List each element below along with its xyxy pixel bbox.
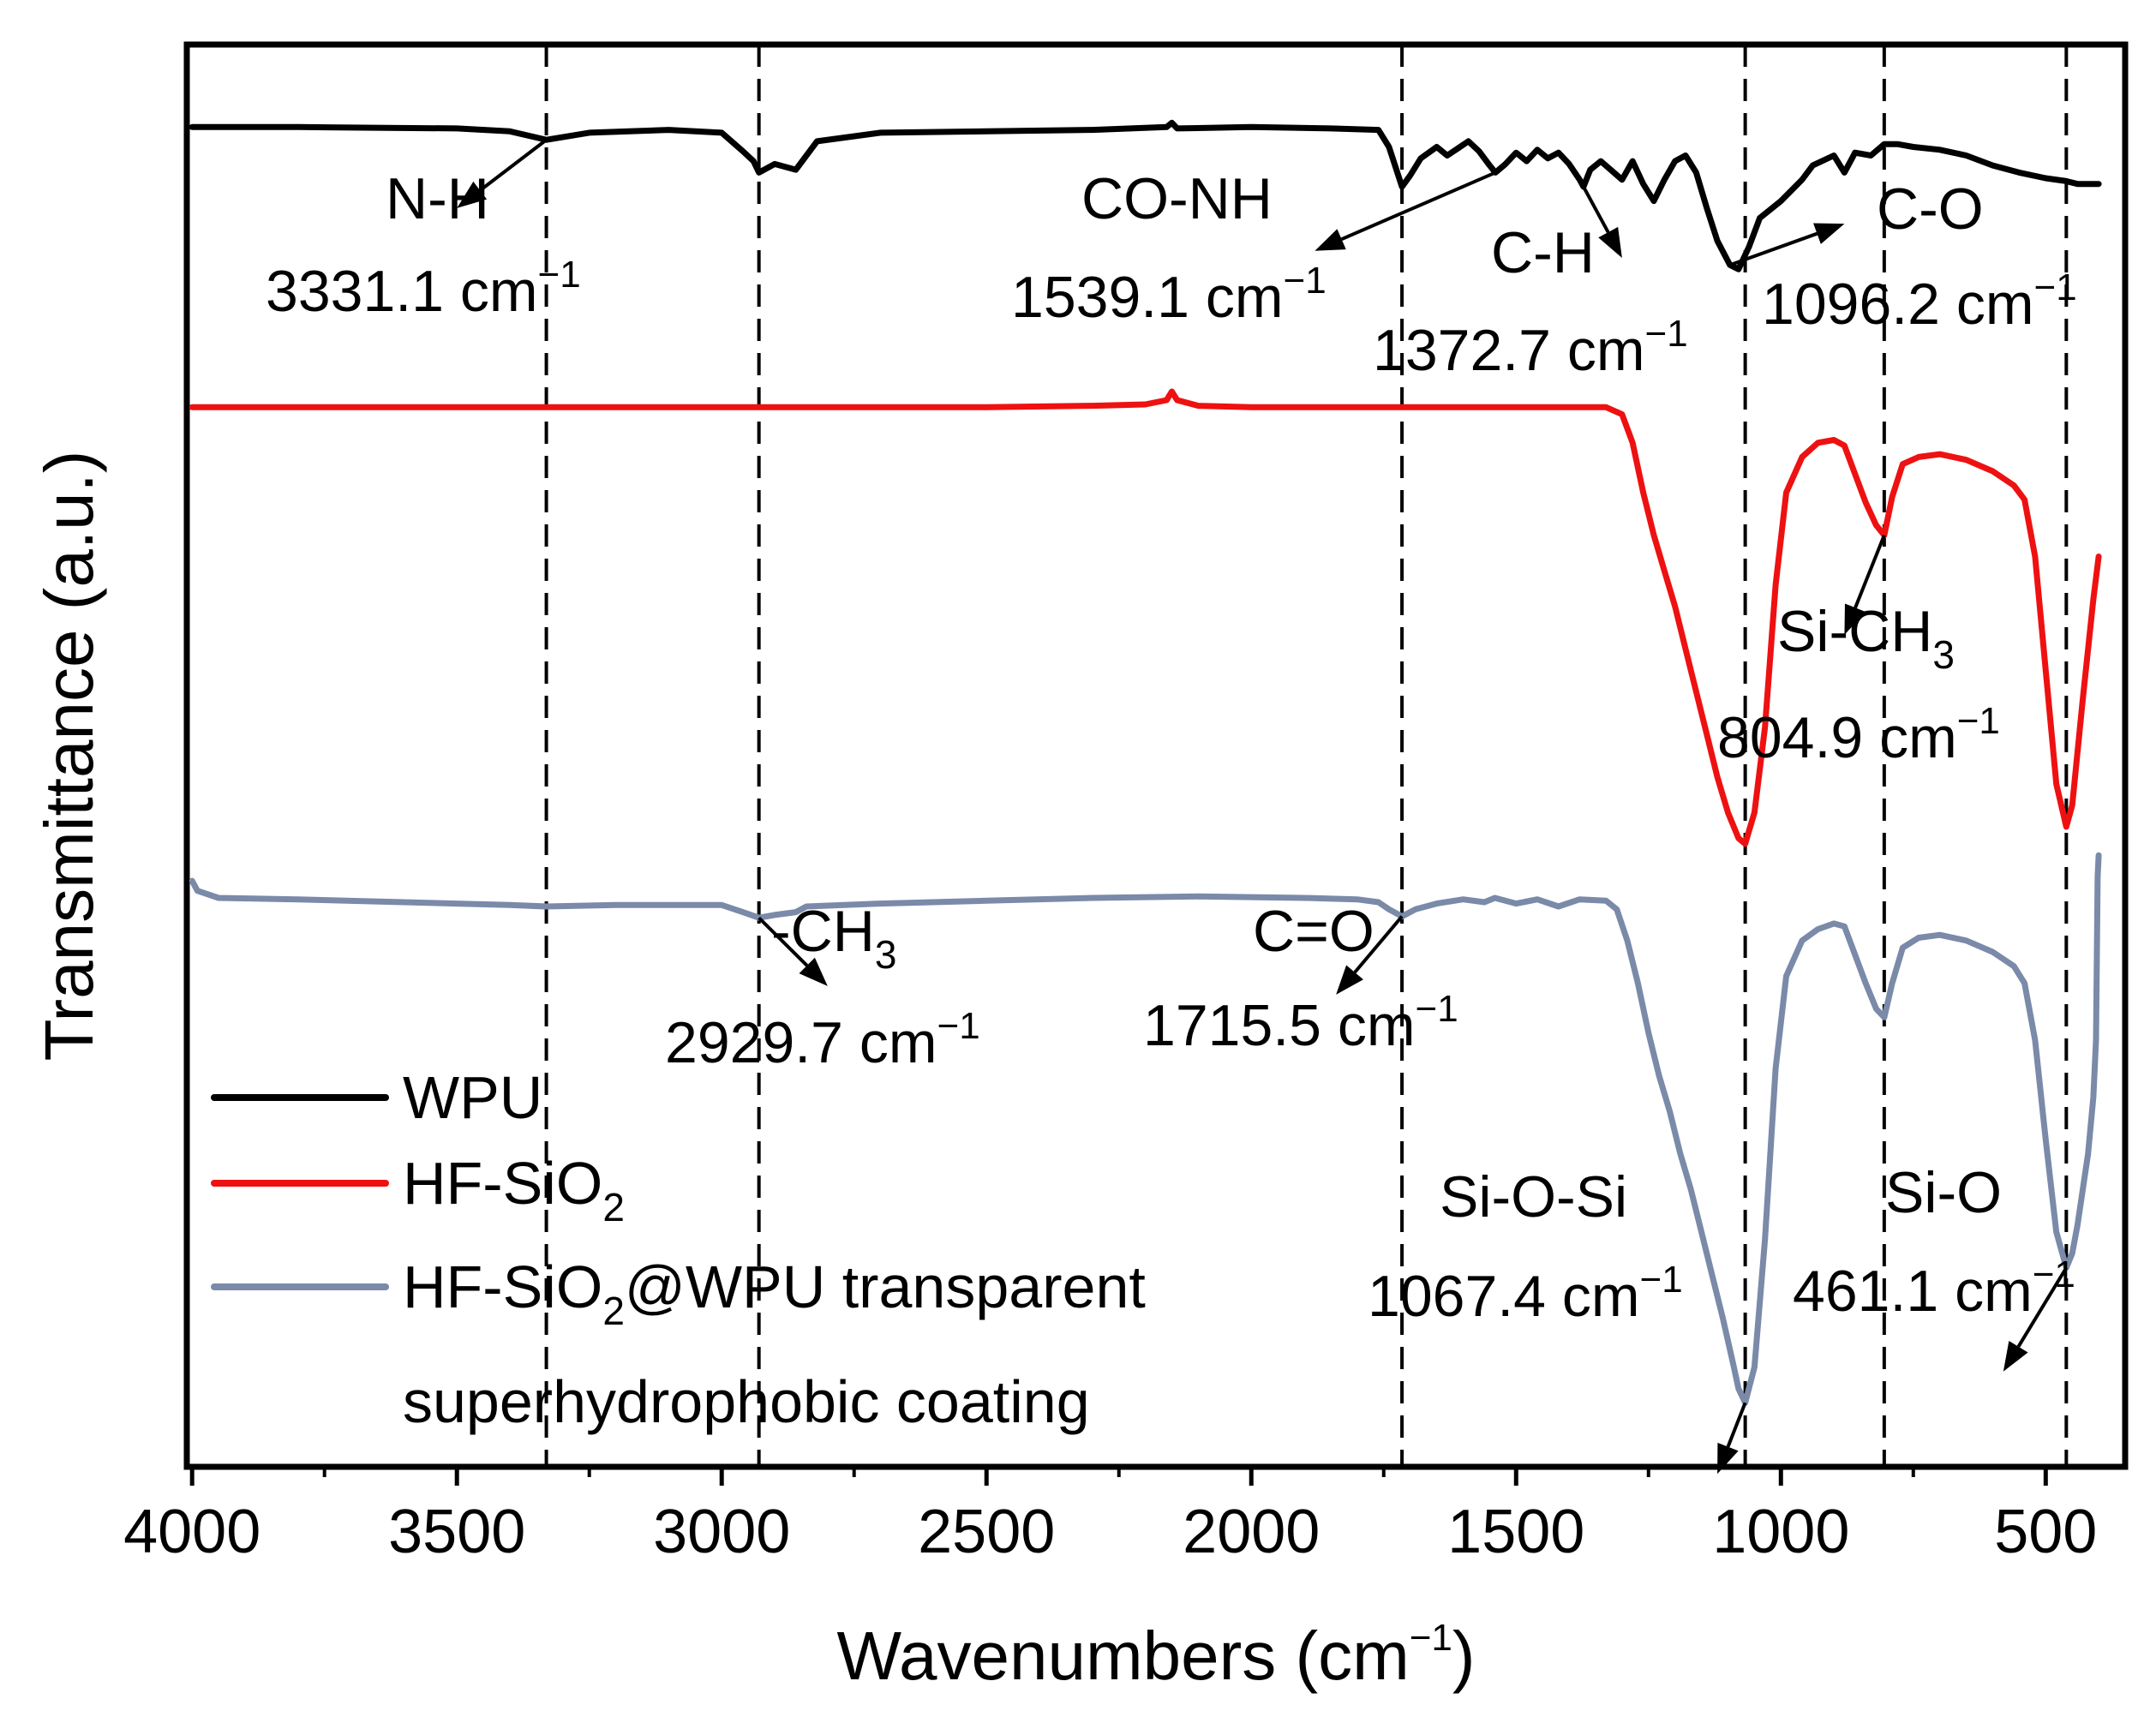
annotation-si-ch3-value: 804.9 cm−1 bbox=[1717, 700, 2000, 770]
x-tick-label: 1500 bbox=[1447, 1498, 1584, 1566]
reference-lines bbox=[544, 45, 2069, 1467]
annotation-c-o-double-label: C=O bbox=[1253, 899, 1374, 964]
x-tick-label: 3500 bbox=[388, 1498, 525, 1566]
legend-label-wpu: WPU bbox=[403, 1064, 542, 1131]
annotation-co-nh-value: 1539.1 cm−1 bbox=[1011, 260, 1327, 330]
annotation-arrow-0 bbox=[479, 138, 548, 192]
annotation-si-o-label: Si-O bbox=[1885, 1160, 2002, 1225]
annotation-si-o-si-label: Si-O-Si bbox=[1440, 1164, 1627, 1229]
series-line-2 bbox=[189, 852, 2102, 1406]
annotation-arrow-8 bbox=[2016, 1266, 2069, 1348]
annotation-c-h-value: 1372.7 cm−1 bbox=[1373, 313, 1688, 383]
legend-label-composite-line1: HF-SiO2@WPU transparent bbox=[403, 1253, 1146, 1333]
plot-frame bbox=[183, 41, 2129, 1470]
annotation-co-nh-label: CO-NH bbox=[1081, 166, 1273, 231]
legend-label-hf-sio2: HF-SiO2 bbox=[403, 1150, 625, 1229]
x-tick-label: 500 bbox=[1994, 1498, 2097, 1566]
annotation-arrow-1 bbox=[1340, 171, 1496, 242]
annotation-c-h: C-H 1372.7 cm−1 bbox=[1373, 220, 1688, 383]
annotation-c-o-label: C-O bbox=[1877, 176, 1984, 242]
annotation-arrowhead-1 bbox=[1315, 229, 1346, 251]
spectra-layer bbox=[189, 119, 2102, 1406]
annotation-n-h-label: N-H bbox=[386, 166, 489, 231]
annotation-c-o-value: 1096.2 cm−1 bbox=[1762, 266, 2077, 337]
annotation-si-ch3-label: Si-CH3 bbox=[1777, 599, 1955, 677]
annotation-n-h: N-H 3331.1 cm−1 bbox=[266, 166, 581, 324]
x-axis-ticks: 4000 3500 3000 2500 2000 1500 1000 500 bbox=[123, 1467, 2097, 1566]
series-line-1 bbox=[189, 388, 2102, 847]
x-tick-label: 2500 bbox=[918, 1498, 1055, 1566]
annotation-arrowhead-5 bbox=[799, 957, 828, 986]
legend-item-composite: HF-SiO2@WPU transparent superhydrophobic… bbox=[211, 1253, 1146, 1435]
legend-label-composite-line2: superhydrophobic coating bbox=[403, 1368, 1090, 1435]
annotation-arrow-7 bbox=[1726, 1402, 1747, 1448]
annotation-c-o-double-value: 1715.5 cm−1 bbox=[1143, 988, 1458, 1058]
annotation-si-ch3: Si-CH3 804.9 cm−1 bbox=[1717, 599, 2000, 770]
legend-item-hf-sio2: HF-SiO2 bbox=[211, 1150, 625, 1229]
annotation-arrowhead-6 bbox=[1336, 965, 1363, 995]
annotation-ch3: -CH3 2929.7 cm−1 bbox=[665, 899, 980, 1075]
annotation-c-o-double: C=O 1715.5 cm−1 bbox=[1143, 899, 1458, 1058]
annotation-arrows bbox=[457, 138, 2069, 1475]
annotation-arrowhead-2 bbox=[1598, 226, 1622, 258]
annotation-arrowhead-4 bbox=[1844, 603, 1866, 635]
legend: WPU HF-SiO2 HF-SiO2@WPU transparent supe… bbox=[211, 1064, 1146, 1435]
x-tick-label: 2000 bbox=[1183, 1498, 1320, 1566]
x-axis-title: Wavenumbers (cm−1) bbox=[836, 1617, 1475, 1694]
x-tick-label: 4000 bbox=[123, 1498, 261, 1566]
annotation-n-h-value: 3331.1 cm−1 bbox=[266, 254, 581, 324]
annotation-arrow-6 bbox=[1353, 915, 1404, 974]
annotation-si-o-si: Si-O-Si 1067.4 cm−1 bbox=[1368, 1164, 1683, 1329]
annotation-ch3-value: 2929.7 cm−1 bbox=[665, 1005, 980, 1075]
x-tick-label: 1000 bbox=[1712, 1498, 1849, 1566]
annotation-c-h-label: C-H bbox=[1491, 220, 1595, 285]
annotation-arrow-3 bbox=[1729, 231, 1818, 267]
annotation-co-nh: CO-NH 1539.1 cm−1 bbox=[1011, 166, 1327, 330]
annotation-si-o-si-value: 1067.4 cm−1 bbox=[1368, 1259, 1683, 1329]
annotation-arrow-5 bbox=[758, 916, 809, 967]
annotation-arrowhead-0 bbox=[457, 181, 488, 208]
annotation-arrowhead-3 bbox=[1813, 223, 1845, 244]
annotation-arrow-4 bbox=[1854, 534, 1886, 609]
y-axis-title: Transmittance (a.u.) bbox=[31, 451, 107, 1062]
x-tick-label: 3000 bbox=[653, 1498, 790, 1566]
annotation-ch3-label: -CH3 bbox=[771, 899, 896, 977]
annotation-arrow-2 bbox=[1582, 186, 1610, 234]
annotation-si-o-value: 461.1 cm−1 bbox=[1793, 1253, 2075, 1324]
annotation-arrowhead-7 bbox=[1717, 1442, 1739, 1475]
annotation-si-o: Si-O 461.1 cm−1 bbox=[1793, 1160, 2075, 1324]
legend-item-wpu: WPU bbox=[211, 1064, 542, 1131]
annotation-c-o: C-O 1096.2 cm−1 bbox=[1762, 176, 2077, 337]
series-line-0 bbox=[189, 119, 2102, 272]
annotation-arrowhead-8 bbox=[2003, 1340, 2028, 1372]
